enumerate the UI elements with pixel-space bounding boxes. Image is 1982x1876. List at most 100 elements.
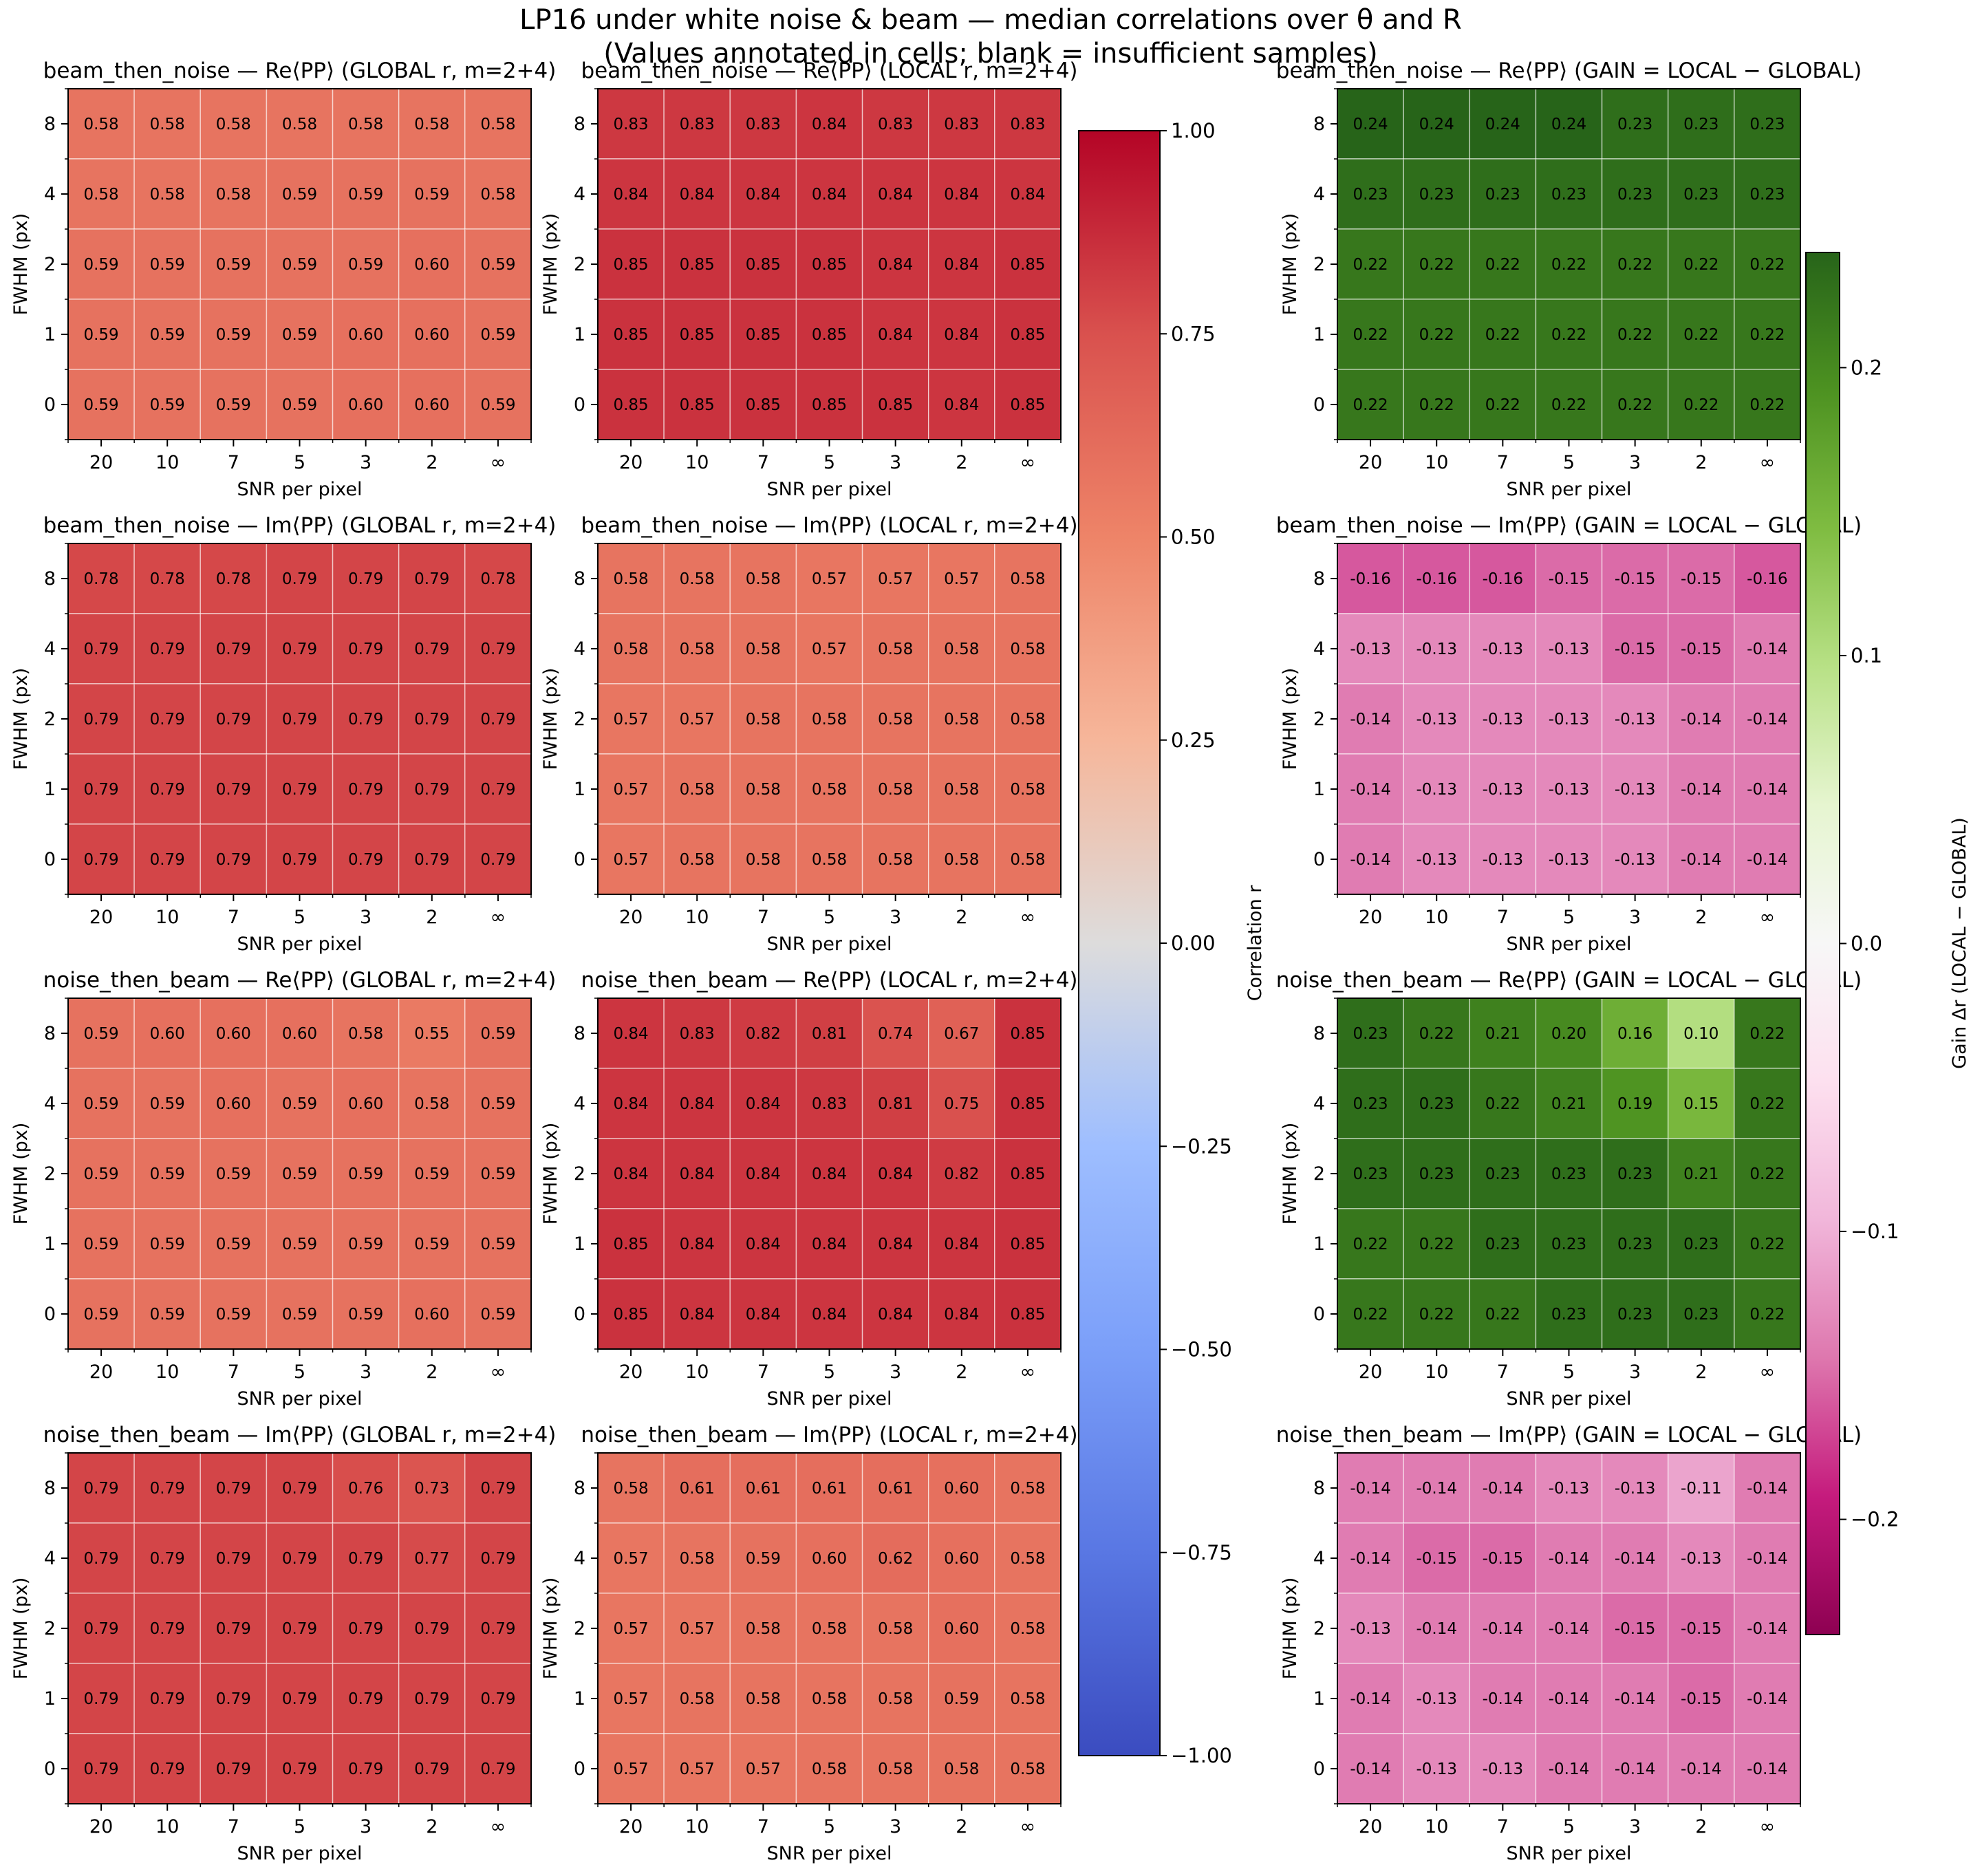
x-tick-label: 20	[89, 452, 113, 473]
heatmap-cell	[663, 1593, 731, 1664]
heatmap-cell	[464, 88, 532, 160]
cell-value-label: 0.57	[680, 1620, 715, 1638]
heatmap-cell	[1734, 1068, 1801, 1139]
heatmap-cell	[1535, 299, 1603, 370]
cell-value-label: 0.58	[944, 640, 979, 658]
y-axis-label: FWHM (px)	[10, 668, 32, 770]
cell-value-label: 0.85	[1010, 1306, 1045, 1324]
heatmap-cell	[67, 1522, 135, 1594]
x-tick-label: ∞	[1760, 1361, 1776, 1383]
y-tick-label: 0	[44, 849, 56, 870]
heatmap-cell	[133, 299, 202, 370]
cell-value-label: 0.79	[282, 640, 317, 658]
cell-value-label: 0.59	[480, 396, 515, 414]
cell-value-label: 0.59	[348, 1236, 383, 1253]
heatmap-cell	[729, 88, 797, 160]
y-axis-label: FWHM (px)	[10, 1123, 32, 1225]
heatmap-cell	[663, 613, 731, 684]
cell-value-label: 0.58	[1010, 1480, 1045, 1498]
cell-value-label: 0.58	[1010, 781, 1045, 799]
heatmap-cell	[464, 1278, 532, 1350]
cell-value-label: -0.13	[1483, 781, 1524, 799]
cell-value-label: 0.59	[348, 1306, 383, 1324]
cell-value-label: 0.22	[1749, 1165, 1785, 1183]
heatmap-cell	[1601, 753, 1669, 825]
x-tick-label: 3	[360, 1361, 371, 1383]
heatmap-cell	[133, 158, 202, 230]
cell-value-label: 0.60	[414, 396, 449, 414]
heatmap-cell	[927, 683, 995, 755]
heatmap-cell	[332, 753, 400, 825]
heatmap-cell	[133, 613, 202, 684]
x-tick-label: 2	[426, 1361, 438, 1383]
cell-value-label: 0.58	[812, 1760, 847, 1778]
y-tick-label: 8	[44, 1023, 56, 1044]
x-tick-label: ∞	[1020, 452, 1036, 473]
cell-value-label: 0.84	[878, 186, 913, 204]
x-axis-label: SNR per pixel	[1506, 1388, 1631, 1410]
cell-value-label: -0.13	[1483, 851, 1524, 869]
heatmap-cell	[663, 1733, 731, 1804]
x-tick-label: 3	[360, 452, 371, 473]
x-axis-label: SNR per pixel	[237, 1843, 362, 1864]
cell-value-label: 0.23	[1551, 1306, 1586, 1324]
heatmap-cell	[597, 543, 665, 614]
x-tick-label: 7	[757, 1361, 769, 1383]
heatmap-cell	[1337, 299, 1404, 370]
x-tick-label: 5	[294, 1816, 305, 1837]
heatmap-cell	[994, 1593, 1062, 1664]
cell-value-label: 0.59	[150, 326, 185, 344]
cell-value-label: 0.57	[613, 1760, 648, 1778]
colorbar-tick-label: 0.2	[1851, 356, 1882, 379]
heatmap-cell	[1403, 998, 1471, 1069]
x-tick-label: 10	[155, 1361, 179, 1383]
heatmap-cell	[861, 1522, 929, 1594]
cell-value-label: 0.79	[83, 1690, 118, 1708]
cell-value-label: 0.22	[1683, 326, 1719, 344]
cell-value-label: 0.22	[1551, 326, 1586, 344]
cell-value-label: 0.85	[1010, 1095, 1045, 1113]
y-tick-label: 0	[1313, 394, 1325, 416]
cell-value-label: -0.14	[1416, 1620, 1457, 1638]
cell-value-label: 0.58	[746, 781, 781, 799]
heatmap-cell	[927, 369, 995, 440]
cell-value-label: 0.23	[1551, 1165, 1586, 1183]
x-tick-label: 7	[757, 1816, 769, 1837]
cell-value-label: -0.14	[1350, 781, 1391, 799]
cell-value-label: 0.58	[746, 1690, 781, 1708]
heatmap-cell	[133, 823, 202, 895]
heatmap-cell	[1469, 158, 1537, 230]
heatmap-cell	[1403, 1068, 1471, 1139]
colorbar-tick-label: 1.00	[1171, 119, 1216, 142]
colorbar-tick-label: 0.0	[1851, 932, 1882, 956]
cell-value-label: 0.59	[83, 1095, 118, 1113]
heatmap-cell	[597, 158, 665, 230]
y-tick-label: 4	[1313, 1548, 1325, 1569]
heatmap-cell	[927, 823, 995, 895]
cell-value-label: -0.14	[1747, 781, 1788, 799]
heatmap-cell	[1535, 1208, 1603, 1280]
heatmap-cell	[861, 1208, 929, 1280]
heatmap-cell	[1403, 1208, 1471, 1280]
heatmap-cell	[200, 998, 268, 1069]
cell-value-label: 0.84	[613, 1165, 648, 1183]
heatmap-cell	[861, 1452, 929, 1524]
cell-value-label: 0.85	[746, 396, 781, 414]
cell-value-label: -0.13	[1416, 781, 1457, 799]
cell-value-label: 0.22	[1749, 326, 1785, 344]
heatmap-cell	[1734, 369, 1801, 440]
x-tick-label: ∞	[1020, 1361, 1036, 1383]
cell-value-label: -0.13	[1549, 640, 1590, 658]
cell-value-label: 0.59	[83, 1025, 118, 1043]
heatmap-cell	[861, 228, 929, 300]
heatmap-cell	[1337, 158, 1404, 230]
cell-value-label: 0.60	[944, 1620, 979, 1638]
cell-value-label: 0.22	[1353, 256, 1388, 274]
cell-value-label: -0.14	[1483, 1690, 1524, 1708]
cell-value-label: 0.24	[1353, 116, 1388, 133]
cell-value-label: 0.59	[83, 1306, 118, 1324]
heatmap-cell	[1535, 1278, 1603, 1350]
heatmap-cell	[1337, 1208, 1404, 1280]
heatmap-cell	[1469, 543, 1537, 614]
heatmap-cell	[1601, 299, 1669, 370]
